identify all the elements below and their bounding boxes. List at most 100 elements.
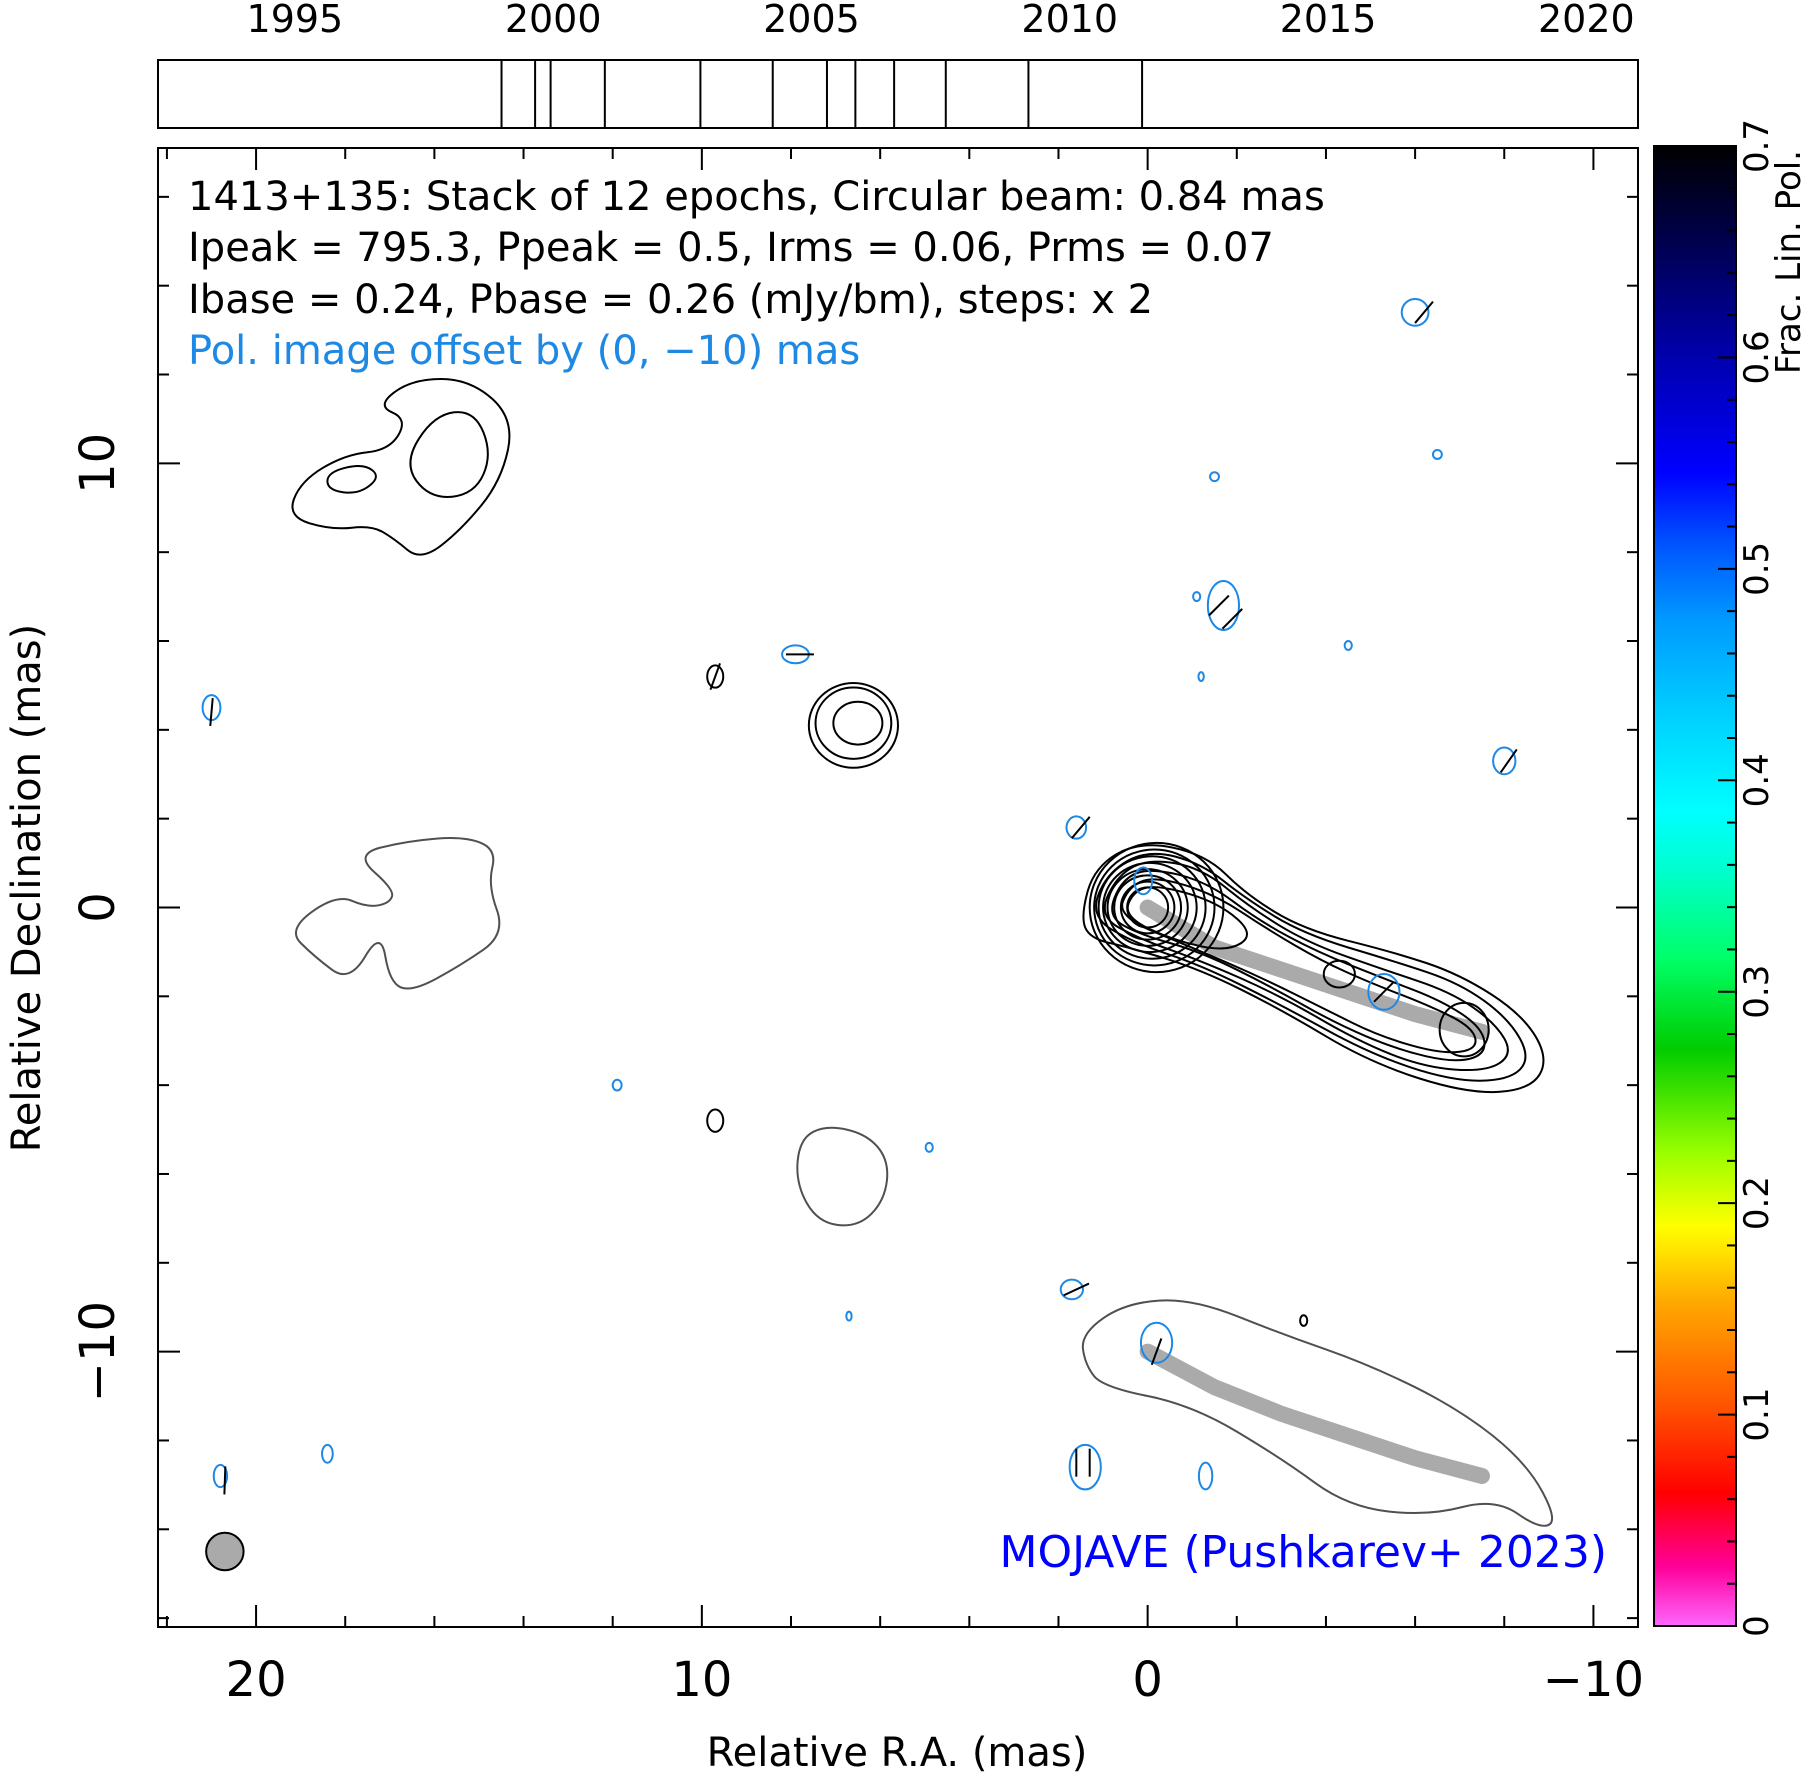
core-contour	[1126, 886, 1170, 929]
timeline-year-labels: 1995 2000 2005 2010 2015 2020	[247, 0, 1635, 41]
colorbar-ticks	[1718, 145, 1736, 1627]
plot-area: 20 10 0 −10 −10 0 10	[70, 147, 1645, 1708]
evpa-tick	[223, 1466, 227, 1495]
plot-frame	[157, 147, 1639, 1628]
island-contour	[706, 664, 725, 689]
offset-note: Pol. image offset by (0, −10) mas	[188, 328, 860, 374]
gray-contour	[294, 837, 501, 990]
jet-contour	[1111, 869, 1486, 1062]
nw-component-contour	[326, 465, 377, 494]
pol-contour	[1209, 471, 1220, 483]
nw-component-contour	[291, 377, 511, 556]
polarization-contours	[201, 297, 1517, 1491]
evpa-tick	[1414, 300, 1434, 324]
info-line-1: 1413+135: Stack of 12 epochs, Circular b…	[188, 174, 1325, 220]
year-label: 2020	[1538, 0, 1635, 41]
timeline-panel: 1995 2000 2005 2010 2015 2020	[157, 0, 1639, 129]
evpa-tick	[209, 698, 214, 727]
evpa-ticks	[209, 300, 1518, 1495]
y-tick-label: 10	[70, 433, 126, 494]
evpa-tick	[1150, 1338, 1163, 1366]
x-tick-label: 20	[226, 1652, 287, 1708]
colorbar-label: Frac. Lin. Pol.	[1769, 150, 1809, 374]
axis-ticks	[158, 148, 1638, 1627]
gray-contour	[796, 1126, 889, 1227]
pol-contour	[1197, 1461, 1214, 1491]
core-contour	[1088, 841, 1225, 974]
ridge-lines	[1139, 899, 1490, 1484]
timeline-epochs	[500, 60, 1144, 128]
year-label: 2010	[1021, 0, 1118, 41]
beam-marker	[205, 1531, 245, 1572]
y-axis-label: Relative Declination (mas)	[4, 624, 50, 1152]
timeline-box	[157, 59, 1639, 129]
pol-contour	[845, 1310, 853, 1322]
colorbar-tick-label: 0.4	[1737, 753, 1777, 807]
x-tick-labels: 20 10 0 −10	[226, 1652, 1645, 1708]
x-tick-label: −10	[1543, 1652, 1644, 1708]
jet-contour	[1082, 844, 1545, 1094]
pol-contour	[1192, 591, 1202, 603]
component-contour	[814, 686, 893, 760]
pol-contour	[1431, 449, 1443, 460]
colorbar-tick-label: 0.7	[1737, 119, 1777, 173]
evpa-tick	[1499, 748, 1518, 773]
core-contour	[1093, 848, 1216, 967]
info-line-3: Ibase = 0.24, Pbase = 0.26 (mJy/bm), ste…	[188, 277, 1153, 323]
pol-contour	[1197, 671, 1205, 682]
year-label: 2000	[505, 0, 602, 41]
pol-contour	[1492, 746, 1517, 776]
y-tick-label: 0	[70, 892, 126, 923]
evpa-tick	[1221, 608, 1243, 630]
credit-label: MOJAVE (Pushkarev+ 2023)	[1000, 1527, 1608, 1578]
colorbar-frame	[1653, 145, 1737, 1627]
pol-contour	[321, 1443, 334, 1464]
core-contour	[1113, 874, 1183, 941]
jet-contour	[1126, 886, 1248, 950]
jet-contour	[1103, 860, 1509, 1072]
y-tick-label: −10	[70, 1301, 126, 1402]
pol-contour	[212, 1463, 229, 1489]
evpa-tick	[1373, 981, 1395, 1003]
pol-contour	[1065, 815, 1088, 840]
evpa-tick	[709, 663, 721, 691]
beam-circle	[205, 1531, 245, 1572]
colorbar: 0 0.1 0.2 0.3 0.4 0.5 0.6 0.7 Frac. Lin. Pol.	[1653, 119, 1809, 1637]
pol-contour	[611, 1078, 623, 1092]
colorbar-gradient	[1654, 146, 1736, 1626]
gray-contours	[294, 837, 1554, 1527]
jet-knot-contour	[1438, 1001, 1490, 1058]
colorbar-tick-label: 0.2	[1737, 1176, 1777, 1230]
component-contour	[832, 700, 884, 746]
colorbar-tick-label: 0	[1737, 1615, 1777, 1637]
y-tick-labels: −10 0 10	[70, 433, 126, 1402]
core-contour	[1119, 880, 1176, 935]
colorbar-tick-labels: 0 0.1 0.2 0.3 0.4 0.5 0.6 0.7	[1737, 119, 1777, 1637]
x-axis-label: Relative R.A. (mas)	[707, 1730, 1088, 1776]
x-tick-label: 10	[671, 1652, 732, 1708]
ridge-line	[1139, 1343, 1490, 1484]
core-contour	[1097, 855, 1207, 960]
jet-contour	[1095, 852, 1527, 1082]
pol-contour	[1367, 973, 1401, 1011]
pol-contour	[1068, 1443, 1102, 1491]
evpa-tick	[1063, 1282, 1090, 1297]
pol-contour	[1059, 1278, 1085, 1301]
island-contour	[706, 1108, 725, 1133]
year-label: 2015	[1280, 0, 1377, 41]
intensity-contours	[291, 377, 1545, 1327]
nw-component-contour	[409, 411, 489, 498]
x-tick-label: 0	[1132, 1652, 1163, 1708]
colorbar-tick-label: 0.6	[1737, 330, 1777, 384]
colorbar-tick-label: 0.5	[1737, 542, 1777, 596]
core-contour	[1102, 861, 1198, 954]
colorbar-tick-label: 0.3	[1737, 965, 1777, 1019]
pol-contour	[1343, 639, 1353, 651]
pol-contour	[1400, 297, 1430, 327]
pol-contour	[1206, 579, 1241, 631]
year-label: 1995	[247, 0, 344, 41]
colorbar-tick-label: 0.1	[1737, 1388, 1777, 1442]
pol-contour	[1139, 1321, 1174, 1364]
jet-knot-contour	[1322, 959, 1356, 989]
